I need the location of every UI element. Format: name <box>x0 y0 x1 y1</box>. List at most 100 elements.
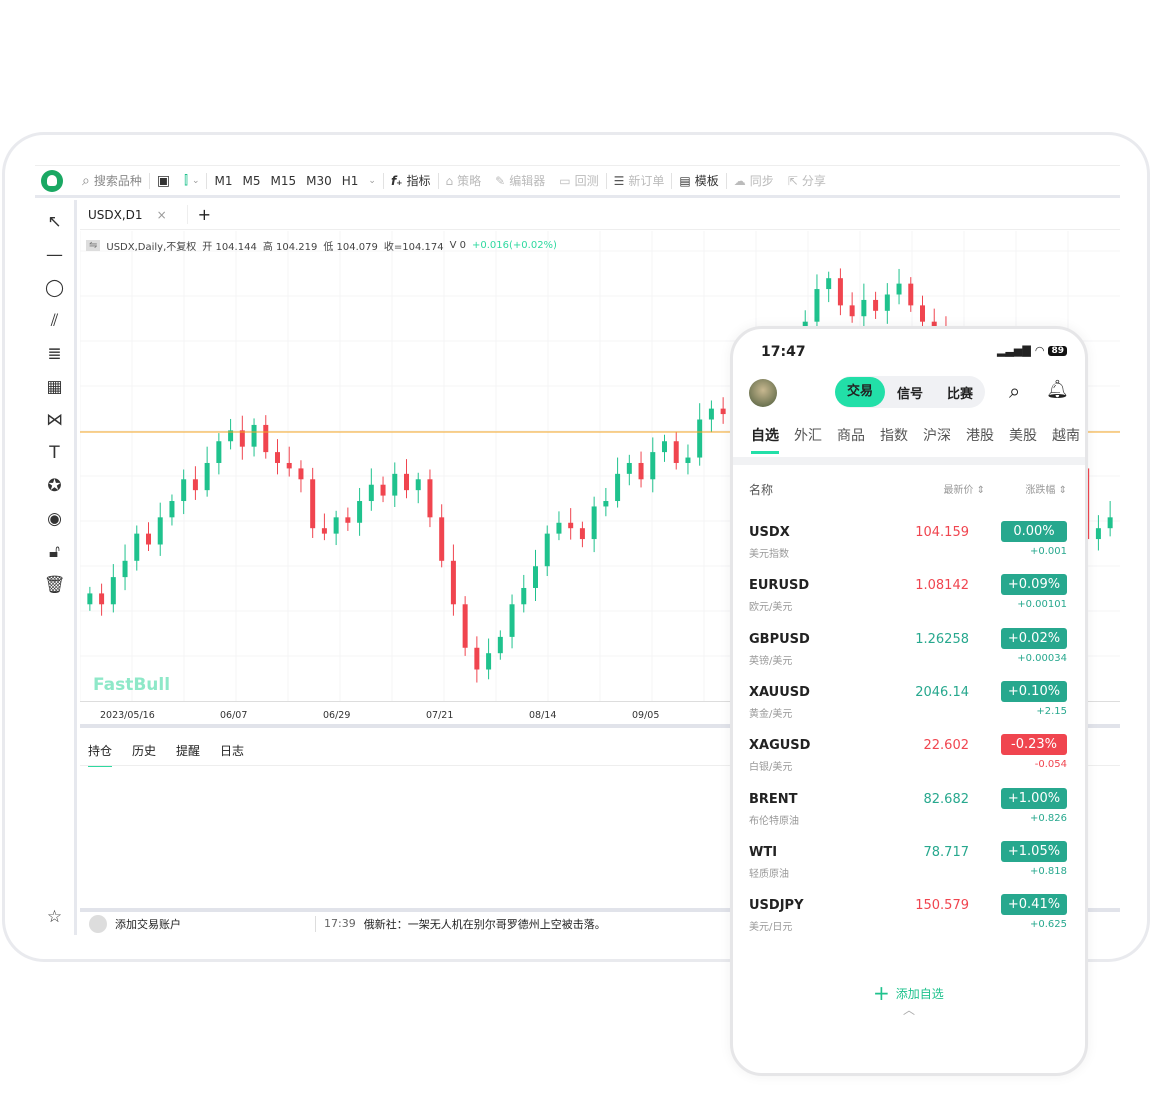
editor-button[interactable]: ✎ 编辑器 <box>495 173 546 189</box>
trash-icon[interactable]: 🗑︎ <box>43 575 66 595</box>
change-value: +0.00034 <box>1017 652 1067 664</box>
bell-icon[interactable]: 🔔︎ <box>1046 379 1069 400</box>
timeframe-m1[interactable]: M1 <box>214 173 233 188</box>
sync-button[interactable]: ☁ 同步 <box>733 173 774 189</box>
add-watchlist-button[interactable]: + 添加自选 <box>873 981 944 1005</box>
symbol-name: 黄金/美元 <box>749 708 793 720</box>
watchlist-row[interactable]: USDJPY 美元/日元 150.579 +0.41% +0.625 <box>749 894 1067 951</box>
sort-change[interactable]: 涨跌幅 ⇕ <box>1025 485 1067 496</box>
candle-body <box>450 560 456 605</box>
watchlist-row[interactable]: BRENT 布伦特原油 82.682 +1.00% +0.826 <box>749 787 1067 845</box>
last-price: 82.682 <box>923 791 970 807</box>
candle-body <box>345 517 351 523</box>
lock-icon[interactable]: 🔓︎ <box>48 542 61 562</box>
category-indices[interactable]: 指数 <box>880 428 908 444</box>
add-tab-icon[interactable]: + <box>186 205 211 224</box>
category-hk-stocks[interactable]: 港股 <box>966 428 994 444</box>
edit-icon: ✎ <box>495 173 506 188</box>
last-price: 2046.14 <box>915 684 969 700</box>
category-vietnam[interactable]: 越南 <box>1052 428 1080 444</box>
tab-alerts[interactable]: 提醒 <box>176 744 201 758</box>
candle-body <box>462 604 468 648</box>
category-us-stocks[interactable]: 美股 <box>1009 428 1037 444</box>
close-tab-icon[interactable]: × <box>156 207 167 222</box>
category-forex[interactable]: 外汇 <box>794 428 822 444</box>
symbol: BRENT <box>749 791 798 807</box>
candle-body <box>321 528 327 534</box>
template-button[interactable]: ▤ 模板 <box>679 173 719 189</box>
drawing-tools: ↖ — ◯ ⫽ ≣ ▦ ⋈ T ✪ ◉ 🔓︎ 🗑︎ ☆ <box>35 200 77 935</box>
pen-lines-icon[interactable]: ⫽ <box>50 311 59 331</box>
symbol: GBPUSD <box>749 631 810 647</box>
watchlist-row[interactable]: USDX 美元指数 104.159 0.00% +0.001 <box>749 521 1067 578</box>
candle-body <box>368 484 374 502</box>
segment-trade[interactable]: 交易 <box>835 377 885 407</box>
share-button[interactable]: ⇱ 分享 <box>787 173 826 189</box>
ellipse-icon[interactable]: ◯ <box>44 278 65 298</box>
swap-icon[interactable]: ⇋ <box>86 240 101 251</box>
tab-history[interactable]: 历史 <box>132 744 157 758</box>
watchlist-row[interactable]: XAUUSD 黄金/美元 2046.14 +0.10% +2.15 <box>749 680 1067 738</box>
monitor-icon: ▭ <box>559 173 571 188</box>
search-icon[interactable]: ⌕ <box>1009 379 1021 403</box>
watchlist-row[interactable]: XAGUSD 白银/美元 22.602 -0.23% -0.054 <box>749 734 1067 791</box>
timeframe-m5[interactable]: M5 <box>242 173 261 188</box>
chevron-down-icon[interactable]: ⌄ <box>368 175 376 186</box>
date-label: 06/07 <box>220 710 248 721</box>
tab-positions[interactable]: 持仓 <box>88 742 113 767</box>
text-icon[interactable]: T <box>49 443 60 463</box>
status-bar: 添加交易账户 17:39 俄新社：一架无人机在别尔哥罗德州上空被击落。 <box>80 908 1120 935</box>
watchlist-row[interactable]: WTI 轻质原油 78.717 +1.05% +0.818 <box>749 840 1067 898</box>
candle-body <box>591 506 597 540</box>
device-frame <box>2 132 1150 962</box>
candle-body <box>814 289 820 322</box>
candle-body <box>333 517 339 534</box>
user-avatar-logo[interactable] <box>41 169 63 192</box>
favorite-star-icon[interactable]: ☆ <box>46 907 63 927</box>
tab-logs[interactable]: 日志 <box>220 744 245 758</box>
indicators-button[interactable]: f₊ 指标 <box>390 173 431 189</box>
chevron-up-icon[interactable]: ︿ <box>903 1003 916 1017</box>
watchlist-row[interactable]: GBPUSD 英镑/美元 1.26258 +0.02% +0.00034 <box>749 627 1067 685</box>
eye-icon[interactable]: ◉ <box>47 509 62 529</box>
candle-body <box>380 484 386 496</box>
chart-tab-usdx[interactable]: USDX,D1 <box>88 207 143 222</box>
candle-body <box>720 408 726 415</box>
search-box[interactable]: ⌕ 搜索品种 <box>82 172 142 189</box>
table-icon[interactable]: ▦ <box>46 377 63 397</box>
star-circle-icon[interactable]: ✪ <box>47 476 62 496</box>
layout-grid-icon[interactable]: ▣ <box>156 172 171 189</box>
nodes-icon[interactable]: ⋈ <box>46 410 63 430</box>
segment-contest[interactable]: 比赛 <box>946 386 973 402</box>
change-percent-badge: 0.00% <box>1001 521 1067 542</box>
candle-body <box>404 473 409 491</box>
line-icon[interactable]: — <box>46 245 63 265</box>
last-price: 78.717 <box>923 844 970 860</box>
profile-avatar[interactable] <box>749 379 777 407</box>
category-watchlist[interactable]: 自选 <box>751 425 779 454</box>
news-ticker[interactable]: 俄新社：一架无人机在别尔哥罗德州上空被击落。 <box>363 917 606 931</box>
candle-body <box>169 501 175 518</box>
category-shanghai-shenzhen[interactable]: 沪深 <box>923 428 951 444</box>
candle-body <box>673 441 679 463</box>
candle-body <box>204 462 210 491</box>
add-account-link[interactable]: 添加交易账户 <box>115 917 181 931</box>
text-lines-icon[interactable]: ≣ <box>47 344 62 364</box>
category-commodities[interactable]: 商品 <box>837 428 865 444</box>
timeframe-m15[interactable]: M15 <box>270 173 297 188</box>
chart-type-button[interactable]: ⫿ ⌄ <box>177 173 206 188</box>
timeframe-m30[interactable]: M30 <box>306 173 332 188</box>
plus-icon: + <box>873 981 890 1005</box>
new-order-button[interactable]: ☰ 新订单 <box>613 173 665 189</box>
change-percent-badge: +0.41% <box>1001 894 1067 916</box>
timeframe-h1[interactable]: H1 <box>341 173 359 188</box>
watchlist-row[interactable]: EURUSD 欧元/美元 1.08142 +0.09% +0.00101 <box>749 574 1067 631</box>
segment-signals[interactable]: 信号 <box>896 386 923 402</box>
last-price: 22.602 <box>923 738 970 754</box>
sort-price[interactable]: 最新价 ⇕ <box>943 485 985 496</box>
candle-body <box>826 278 832 290</box>
candle-body <box>157 517 163 545</box>
backtest-button[interactable]: ▭ 回测 <box>559 173 599 189</box>
strategy-button[interactable]: ⌂ 策略 <box>445 173 482 189</box>
cursor-icon[interactable]: ↖ <box>47 212 62 232</box>
